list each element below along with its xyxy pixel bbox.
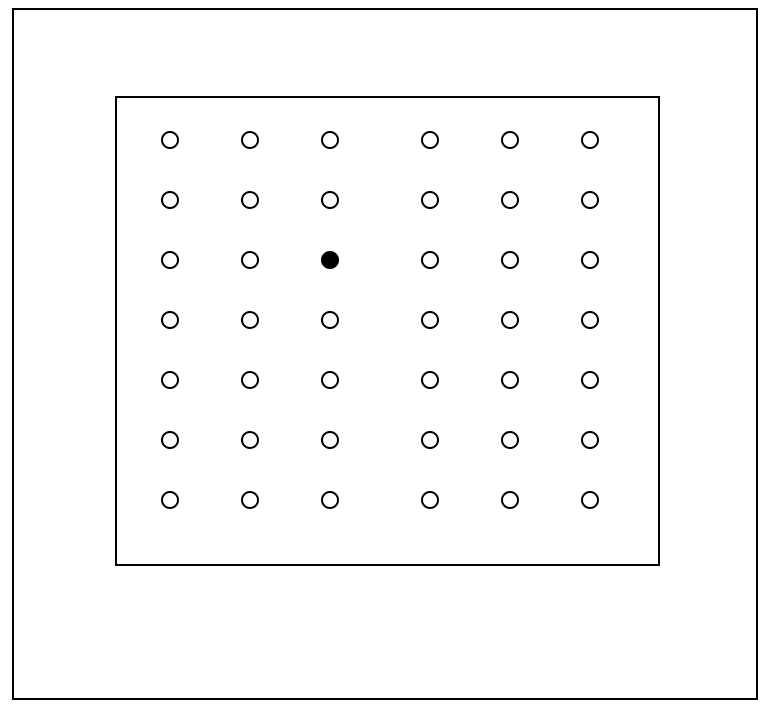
dot-open — [321, 191, 339, 209]
dot-open — [581, 131, 599, 149]
dot-open — [421, 131, 439, 149]
dot-open — [421, 311, 439, 329]
dot-open — [581, 491, 599, 509]
dot-open — [321, 311, 339, 329]
dot-open — [241, 371, 259, 389]
dot-open — [501, 491, 519, 509]
dot-open — [581, 431, 599, 449]
dot-open — [421, 491, 439, 509]
dot-open — [321, 131, 339, 149]
dot-open — [321, 431, 339, 449]
dot-open — [501, 131, 519, 149]
dot-open — [241, 311, 259, 329]
dot-open — [581, 251, 599, 269]
dot-open — [161, 371, 179, 389]
dot-open — [161, 431, 179, 449]
dot-open — [161, 491, 179, 509]
dot-open — [241, 191, 259, 209]
dot-open — [241, 491, 259, 509]
dot-open — [581, 311, 599, 329]
dot-open — [161, 311, 179, 329]
dot-open — [421, 251, 439, 269]
dot-open — [421, 371, 439, 389]
dot-open — [421, 191, 439, 209]
dot-open — [501, 371, 519, 389]
dot-open — [581, 191, 599, 209]
dot-open — [161, 251, 179, 269]
dot-filled — [321, 251, 339, 269]
dot-open — [321, 371, 339, 389]
dot-open — [501, 311, 519, 329]
dot-open — [421, 431, 439, 449]
dot-open — [501, 191, 519, 209]
dot-open — [241, 131, 259, 149]
dot-open — [161, 191, 179, 209]
dot-open — [161, 131, 179, 149]
dot-open — [321, 491, 339, 509]
dot-open — [581, 371, 599, 389]
dot-open — [501, 431, 519, 449]
dot-open — [501, 251, 519, 269]
inner-frame — [115, 96, 660, 566]
dot-open — [241, 431, 259, 449]
dot-open — [241, 251, 259, 269]
